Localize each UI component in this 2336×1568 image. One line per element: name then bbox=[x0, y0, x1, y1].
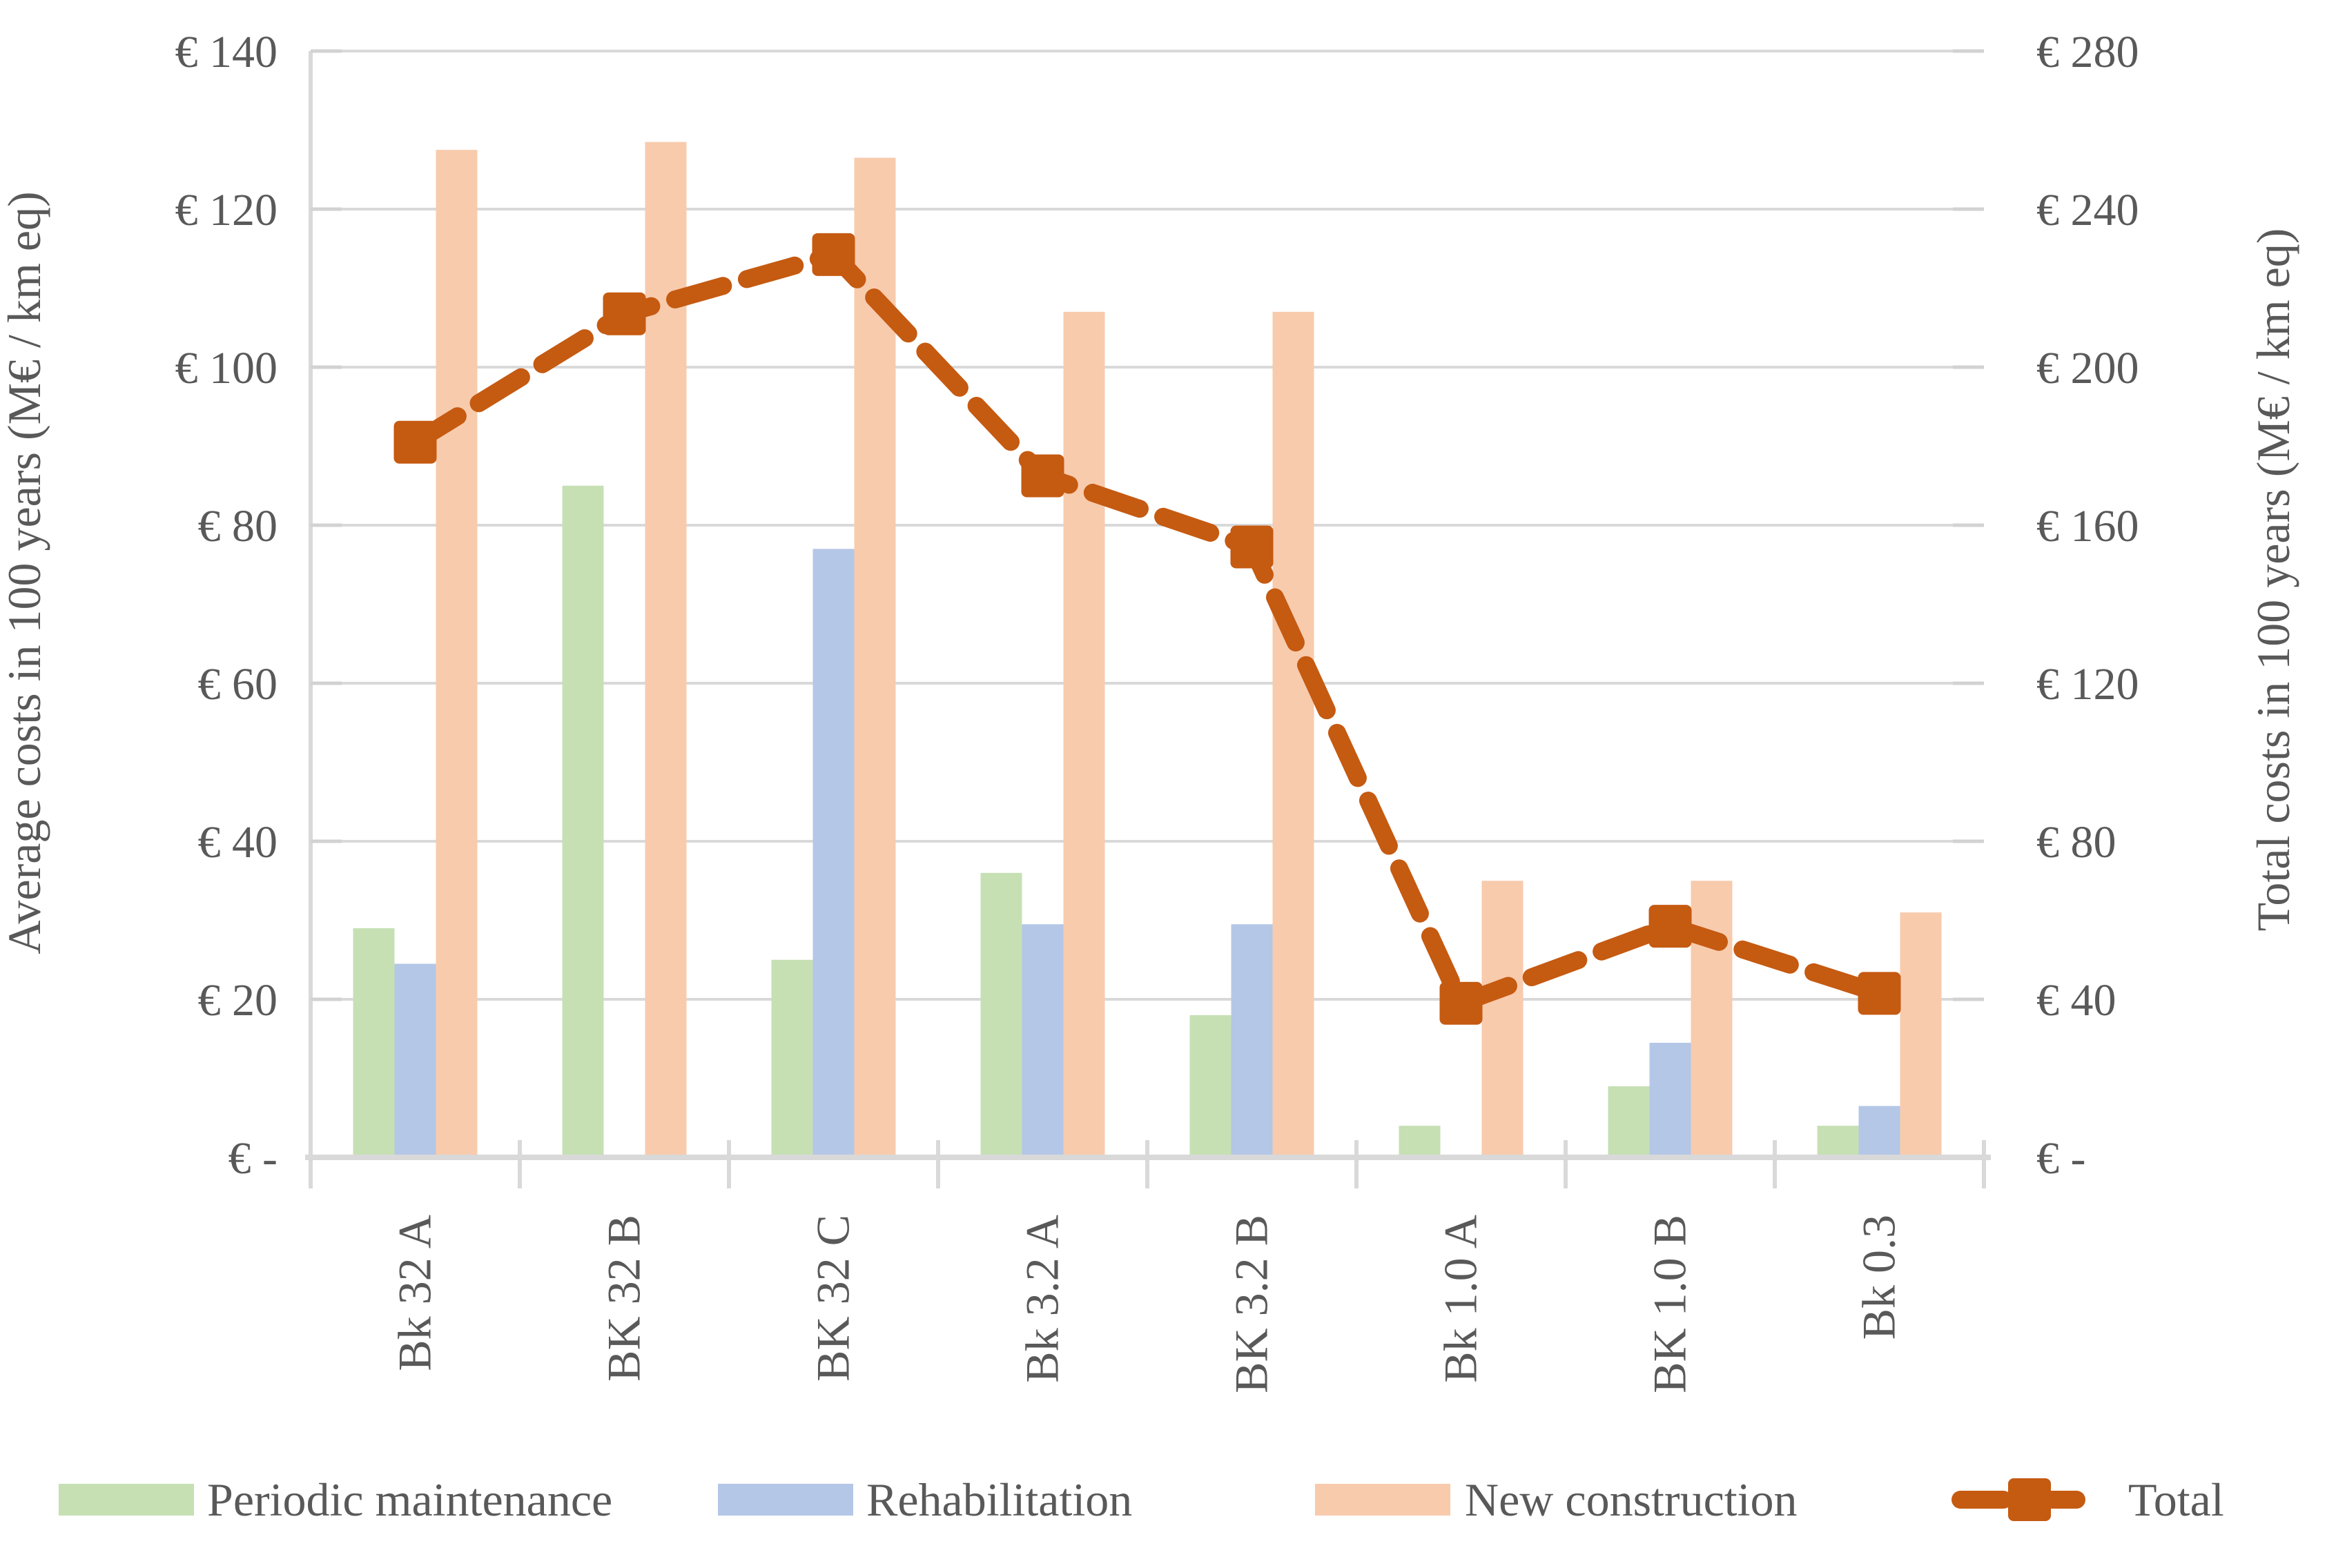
bar-new-construction bbox=[1691, 881, 1733, 1157]
bar-periodic-maintenance bbox=[1817, 1126, 1859, 1157]
bar-rehabilitation bbox=[394, 963, 436, 1157]
total-marker bbox=[1858, 972, 1901, 1015]
category-label: Bk 1.0 A bbox=[1434, 1215, 1487, 1383]
left-axis-tick-label: € 120 bbox=[175, 185, 278, 235]
left-axis-tick-label: € - bbox=[228, 1133, 278, 1184]
bar-periodic-maintenance bbox=[1608, 1086, 1650, 1157]
category-label: Bk 3.2 A bbox=[1016, 1215, 1069, 1383]
bar-periodic-maintenance bbox=[353, 928, 395, 1157]
bar-rehabilitation bbox=[812, 549, 855, 1157]
left-axis-title: Average costs in 100 years (M€ / km eq) bbox=[0, 191, 50, 954]
legend-total-marker bbox=[2008, 1478, 2051, 1521]
category-label: BK 32 C bbox=[807, 1215, 859, 1382]
legend-label-rehabilitation: Rehabilitation bbox=[866, 1473, 1132, 1526]
left-axis-tick-label: € 60 bbox=[198, 659, 278, 709]
legend-label-total: Total bbox=[2128, 1473, 2224, 1526]
bar-new-construction bbox=[1063, 311, 1105, 1158]
bar-rehabilitation bbox=[1022, 924, 1064, 1157]
legend-label-periodic-maintenance: Periodic maintenance bbox=[207, 1473, 612, 1526]
bar-periodic-maintenance bbox=[771, 959, 813, 1157]
legend-swatch-new-construction bbox=[1315, 1484, 1450, 1516]
right-axis-tick-label: € 240 bbox=[2036, 185, 2139, 235]
total-line bbox=[406, 245, 1889, 1012]
legend-swatch-periodic-maintenance bbox=[59, 1484, 194, 1516]
category-label: BK 3.2 B bbox=[1225, 1215, 1278, 1393]
right-axis-tick-label: € - bbox=[2036, 1133, 2085, 1184]
plot-area: € - € 20 € 40 € 60 € 80 € 100 € 120 € 140 € - € 4… bbox=[175, 27, 2139, 1393]
legend-label-new-construction: New construction bbox=[1465, 1473, 1798, 1526]
bar-rehabilitation bbox=[1858, 1106, 1900, 1157]
total-marker bbox=[393, 420, 437, 464]
bar-new-construction bbox=[436, 150, 478, 1157]
category-label: BK 1.0 B bbox=[1644, 1215, 1696, 1393]
right-axis-title: Total costs in 100 years (M€ / km eq) bbox=[2247, 228, 2299, 932]
right-axis-tick-label: € 120 bbox=[2036, 659, 2139, 709]
right-axis-tick-label: € 280 bbox=[2036, 27, 2139, 77]
category-label: Bk 0.3 bbox=[1853, 1215, 1905, 1340]
bar-periodic-maintenance bbox=[1399, 1126, 1441, 1157]
legend: Periodic maintenance Rehabilitation New … bbox=[59, 1473, 2224, 1526]
total-marker bbox=[1021, 454, 1064, 498]
right-axis-tick-label: € 200 bbox=[2036, 343, 2139, 393]
category-label: BK 32 B bbox=[598, 1215, 650, 1382]
left-axis-tick-label: € 20 bbox=[198, 975, 278, 1026]
bar-periodic-maintenance bbox=[562, 485, 604, 1157]
right-axis-tick-label: € 80 bbox=[2036, 817, 2116, 868]
bar-periodic-maintenance bbox=[980, 872, 1022, 1157]
total-marker bbox=[812, 233, 855, 276]
right-axis-tick-label: € 40 bbox=[2036, 975, 2116, 1026]
bar-new-construction bbox=[1272, 311, 1314, 1158]
total-marker bbox=[1230, 525, 1274, 569]
total-marker bbox=[1648, 905, 1692, 948]
left-axis-tick-label: € 40 bbox=[198, 817, 278, 868]
left-axis-tick-label: € 140 bbox=[175, 27, 278, 77]
bar-periodic-maintenance bbox=[1189, 1015, 1232, 1157]
bar-new-construction bbox=[1900, 912, 1942, 1157]
right-axis-tick-label: € 160 bbox=[2036, 501, 2139, 551]
bar-new-construction bbox=[1481, 881, 1524, 1157]
total-marker bbox=[603, 292, 646, 335]
left-axis-tick-label: € 80 bbox=[198, 501, 278, 551]
left-axis-tick-label: € 100 bbox=[175, 343, 278, 393]
bar-rehabilitation bbox=[1231, 924, 1273, 1157]
bar-rehabilitation bbox=[1649, 1042, 1691, 1157]
legend-swatch-rehabilitation bbox=[718, 1484, 853, 1516]
category-label: Bk 32 A bbox=[389, 1215, 441, 1371]
total-marker bbox=[1439, 981, 1483, 1025]
